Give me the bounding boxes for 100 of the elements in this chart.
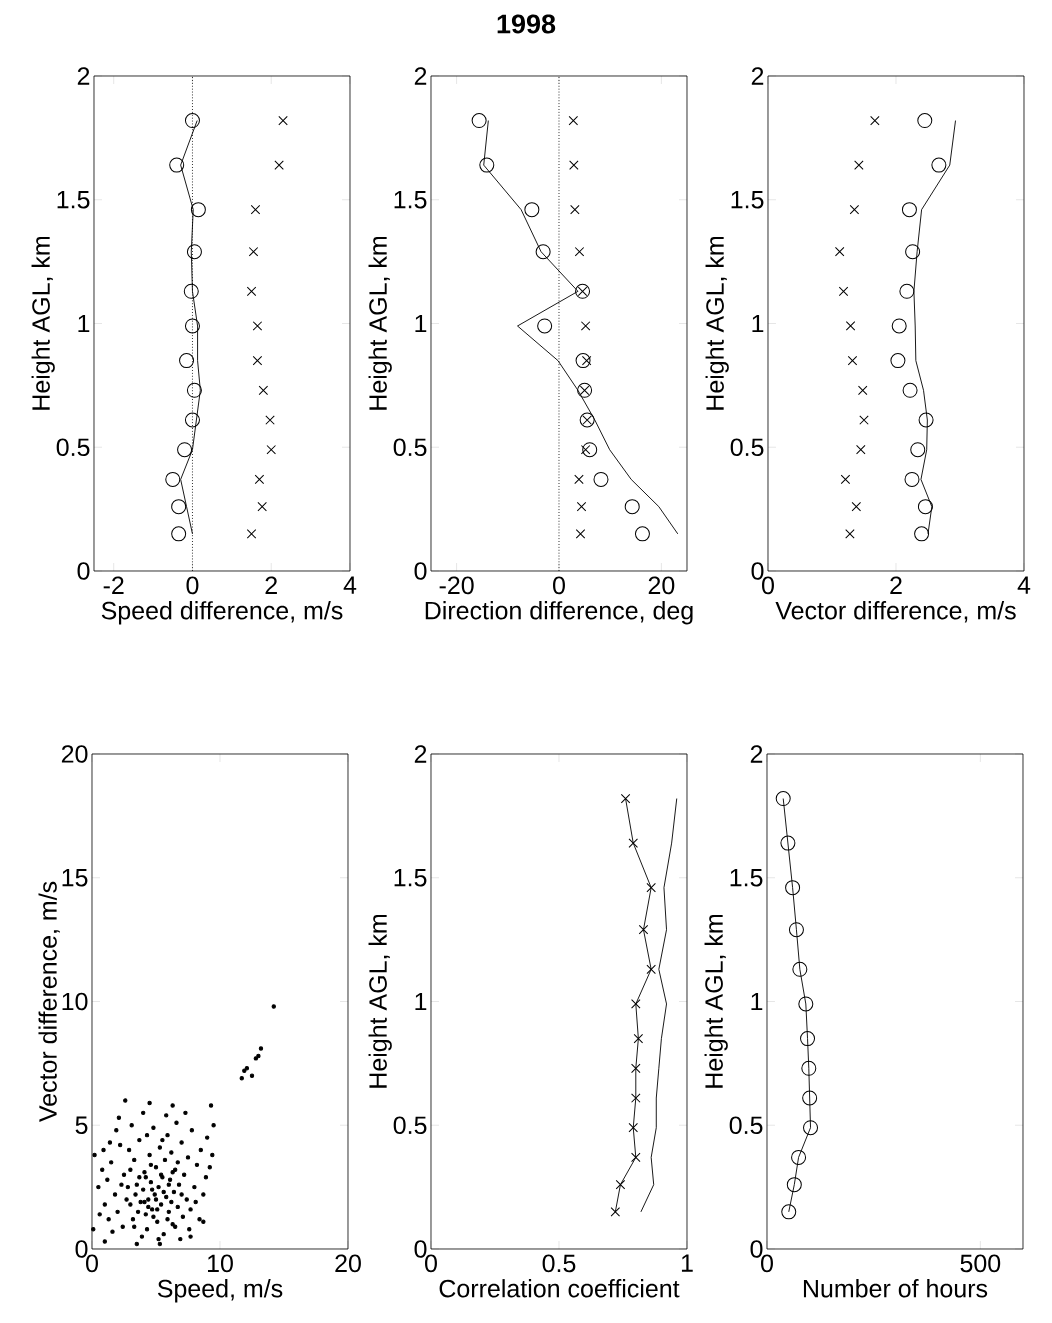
point bbox=[631, 1063, 641, 1074]
x-tick-label: 1 bbox=[681, 1254, 693, 1272]
y-tick-label: 10 bbox=[62, 992, 88, 1011]
point bbox=[638, 924, 649, 935]
point bbox=[849, 204, 860, 215]
y-tick-label: 2 bbox=[750, 745, 763, 763]
point bbox=[786, 1177, 802, 1193]
point bbox=[781, 1204, 797, 1220]
x-tick-label: -20 bbox=[439, 576, 474, 595]
point bbox=[800, 1031, 816, 1047]
x-tick-label: 2 bbox=[890, 576, 902, 594]
y-tick-label: 1.5 bbox=[731, 191, 764, 209]
y-axis-title: Height AGL, km bbox=[31, 236, 55, 410]
point bbox=[788, 922, 804, 938]
y-tick-label: 1.5 bbox=[57, 191, 90, 209]
y-tick-label: 1 bbox=[415, 992, 427, 1011]
point bbox=[171, 526, 187, 542]
point bbox=[856, 444, 866, 455]
point bbox=[183, 283, 199, 299]
y-axis-title: Height AGL, km bbox=[705, 236, 729, 410]
point bbox=[165, 471, 181, 487]
point bbox=[265, 415, 275, 425]
point bbox=[624, 499, 640, 515]
point bbox=[574, 474, 584, 485]
y-tick-label: 2 bbox=[414, 745, 427, 763]
y-axis-title: Height AGL, km bbox=[368, 236, 392, 410]
x-tick-label: 0 bbox=[553, 576, 565, 595]
y-tick-label: 0 bbox=[77, 562, 90, 580]
y-tick-label: 0 bbox=[751, 562, 764, 580]
point bbox=[535, 244, 551, 260]
y-tick-label: 0 bbox=[414, 562, 427, 580]
point bbox=[610, 1207, 621, 1217]
point bbox=[802, 1090, 818, 1106]
point bbox=[845, 529, 855, 539]
point bbox=[891, 318, 907, 334]
point bbox=[780, 835, 796, 851]
y-tick-label: 2 bbox=[77, 67, 90, 85]
y-tick-label: 0.5 bbox=[56, 438, 90, 457]
point bbox=[646, 882, 656, 893]
point bbox=[274, 160, 284, 170]
point bbox=[169, 157, 185, 173]
point bbox=[859, 415, 869, 425]
x-tick-label: 500 bbox=[960, 1254, 1001, 1273]
point bbox=[851, 501, 862, 512]
point bbox=[857, 385, 868, 396]
point bbox=[254, 474, 265, 485]
x-tick-label: 20 bbox=[648, 576, 675, 595]
point bbox=[918, 412, 934, 428]
y-tick-label: 5 bbox=[75, 1116, 88, 1134]
point bbox=[631, 1152, 641, 1163]
point bbox=[847, 355, 858, 366]
line-series bbox=[640, 798, 678, 1213]
x-axis-title: Number of hours bbox=[803, 1279, 988, 1298]
point bbox=[899, 283, 915, 299]
y-tick-label: 15 bbox=[62, 869, 88, 887]
point bbox=[834, 246, 845, 257]
point bbox=[266, 444, 276, 455]
point bbox=[798, 996, 814, 1012]
point bbox=[278, 115, 288, 126]
y-tick-label: 1 bbox=[751, 992, 763, 1011]
point bbox=[250, 204, 261, 215]
point bbox=[840, 474, 851, 485]
point bbox=[803, 1120, 819, 1136]
point bbox=[537, 318, 553, 334]
x-axis-title: Vector difference, m/s bbox=[775, 601, 1016, 623]
y-tick-label: 1 bbox=[78, 314, 90, 333]
point bbox=[917, 113, 933, 129]
point bbox=[838, 286, 849, 297]
point bbox=[568, 115, 579, 126]
x-tick-label: 4 bbox=[343, 576, 357, 594]
y-tick-label: 0.5 bbox=[729, 1116, 763, 1135]
point bbox=[593, 471, 609, 487]
x-tick-label: 0.5 bbox=[542, 1254, 576, 1273]
point bbox=[785, 880, 801, 896]
point bbox=[917, 499, 933, 515]
x-tick-label: 0 bbox=[186, 576, 199, 595]
y-tick-label: 1.5 bbox=[394, 191, 427, 209]
point bbox=[179, 353, 195, 369]
y-tick-label: 1 bbox=[415, 314, 427, 333]
point bbox=[854, 160, 864, 170]
point bbox=[575, 529, 586, 539]
point bbox=[184, 412, 200, 428]
point bbox=[171, 499, 187, 515]
point bbox=[628, 1122, 638, 1133]
y-tick-label: 0.5 bbox=[393, 438, 427, 457]
point bbox=[524, 202, 540, 218]
x-tick-label: 2 bbox=[265, 576, 277, 594]
point bbox=[628, 838, 638, 848]
point bbox=[901, 202, 917, 218]
x-axis-title: Correlation coefficient bbox=[439, 1279, 680, 1298]
y-tick-label: 1.5 bbox=[730, 869, 763, 887]
point bbox=[177, 442, 193, 458]
x-tick-label: 20 bbox=[335, 1254, 361, 1273]
point bbox=[574, 246, 585, 257]
y-tick-label: 0 bbox=[75, 1240, 88, 1258]
y-tick-label: 1 bbox=[752, 314, 764, 333]
point bbox=[246, 286, 257, 297]
point bbox=[633, 1033, 644, 1044]
point bbox=[582, 442, 598, 458]
y-tick-label: 0 bbox=[414, 1240, 427, 1258]
